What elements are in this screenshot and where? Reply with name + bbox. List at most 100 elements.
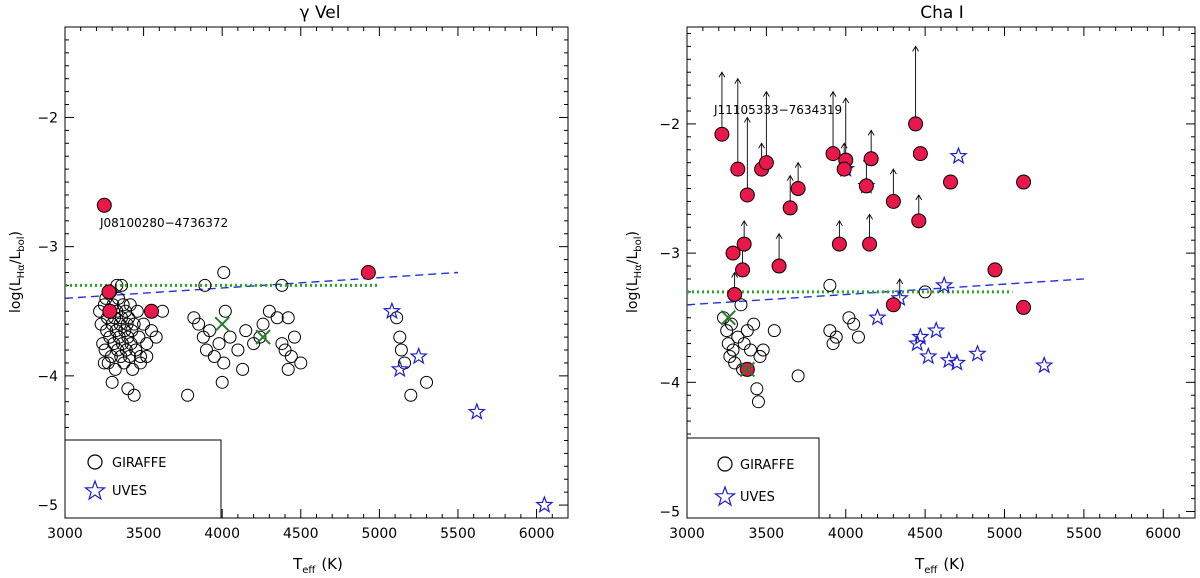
giraffe-point <box>231 343 245 357</box>
y-label-sub1: Hα <box>16 264 27 279</box>
legend-giraffe-marker <box>87 454 103 470</box>
giraffe-point <box>127 388 141 402</box>
giraffe-point <box>275 337 289 351</box>
lower-limit-arrowhead <box>912 45 919 52</box>
giraffe-point <box>116 298 130 312</box>
uves-point <box>926 320 946 339</box>
lower-limit-arrowhead <box>794 161 802 168</box>
uves-point <box>467 402 487 420</box>
giraffe-point <box>239 324 253 338</box>
giraffe-point <box>723 349 737 363</box>
giraffe-point <box>751 395 765 409</box>
lower-limit-arrowhead <box>842 97 850 104</box>
legend-giraffe-marker <box>717 456 733 472</box>
giraffe-point <box>98 343 112 357</box>
giraffe-point <box>124 337 138 351</box>
legend: GIRAFFE UVES <box>686 437 820 519</box>
accretor-point <box>102 303 118 319</box>
giraffe-point <box>105 375 119 389</box>
uves-point <box>868 308 887 326</box>
axis-ticks: 3000 3500 4000 4500 5000 5500 6000 −5 −4 −3 −2 <box>659 27 1196 542</box>
x-tick-label: 5500 <box>440 526 476 542</box>
giraffe-point <box>278 343 292 357</box>
lower-limit-arrowhead <box>786 174 794 181</box>
accretor-point <box>825 146 841 162</box>
giraffe-point <box>720 324 734 338</box>
giraffe-point <box>215 375 229 389</box>
accretor-point <box>911 213 927 229</box>
giraffe-point <box>823 324 837 338</box>
trend-lines <box>686 278 1084 306</box>
x-label-unit: (K) <box>943 555 965 573</box>
lower-limit-arrowhead <box>836 219 843 227</box>
accretor-point <box>725 245 741 261</box>
x-axis-label: Teff (K) <box>914 555 965 576</box>
lower-limit-arrowhead <box>718 71 726 78</box>
giraffe-point <box>747 317 761 331</box>
giraffe-point <box>140 337 154 351</box>
accretor-point <box>912 146 928 162</box>
giraffe-point <box>253 330 267 344</box>
lower-limit-arrowhead <box>829 90 837 97</box>
accretor-point <box>885 297 901 313</box>
accretor-point <box>727 286 743 302</box>
y-tick-label: −3 <box>37 240 58 256</box>
x-tick-label: 4000 <box>204 526 240 542</box>
x-tick-label: 3000 <box>47 526 83 542</box>
giraffe-point <box>756 343 770 357</box>
uves-point <box>535 495 554 514</box>
uves-point <box>934 275 954 294</box>
data-points <box>714 45 1054 409</box>
y-tick-label: −4 <box>659 375 680 391</box>
giraffe-point <box>740 324 754 338</box>
accretor-point <box>736 236 752 252</box>
giraffe-point <box>104 349 118 363</box>
giraffe-point <box>262 304 276 318</box>
accretor-point <box>739 187 755 203</box>
accretor-point <box>790 181 806 197</box>
x-tick-label: 6000 <box>519 526 555 542</box>
giraffe-point <box>223 330 237 344</box>
lower-limit-arrowhead <box>775 232 783 239</box>
accretor-point <box>863 151 879 167</box>
giraffe-point <box>275 278 289 292</box>
y-tick-label: −2 <box>659 117 680 133</box>
giraffe-point <box>119 343 133 357</box>
flagged-point <box>720 310 736 326</box>
legend-giraffe-label: GIRAFFE <box>740 458 794 473</box>
legend-box <box>64 439 222 519</box>
giraffe-point <box>281 362 295 376</box>
giraffe-point <box>198 278 212 292</box>
panel-cha-i: Cha I 3000 3500 4000 4500 5000 5500 6000 −5 −4 −3… <box>625 3 1196 576</box>
giraffe-point <box>121 382 135 396</box>
giraffe-point <box>823 278 837 292</box>
lower-limit-arrowhead <box>889 168 897 175</box>
x-label-unit: (K) <box>321 555 343 573</box>
lower-limit-arrowhead <box>743 116 751 123</box>
giraffe-point <box>791 369 805 383</box>
accretor-point <box>836 161 852 177</box>
giraffe-point <box>767 324 781 338</box>
y-axis-label: log(LHα/Lbol) <box>8 231 27 313</box>
legend-uves-label: UVES <box>740 490 775 505</box>
accretor-point <box>943 174 959 190</box>
giraffe-point <box>842 311 856 325</box>
giraffe-point <box>394 343 408 357</box>
giraffe-point <box>753 349 767 363</box>
giraffe-point <box>109 324 123 338</box>
y-label-prefix: log(L <box>625 278 641 313</box>
giraffe-point <box>199 343 213 357</box>
lower-limit-arrowhead <box>866 213 873 220</box>
giraffe-point <box>236 362 250 376</box>
accretor-point <box>1016 174 1032 190</box>
giraffe-point <box>121 330 135 344</box>
giraffe-point <box>281 311 295 325</box>
giraffe-point <box>212 337 226 351</box>
giraffe-point <box>404 388 418 402</box>
giraffe-point <box>132 330 146 344</box>
giraffe-point <box>181 388 195 402</box>
giraffe-point <box>847 317 861 331</box>
flagged-point <box>255 329 271 345</box>
accretor-point <box>143 303 159 319</box>
accretor-point <box>885 193 901 209</box>
